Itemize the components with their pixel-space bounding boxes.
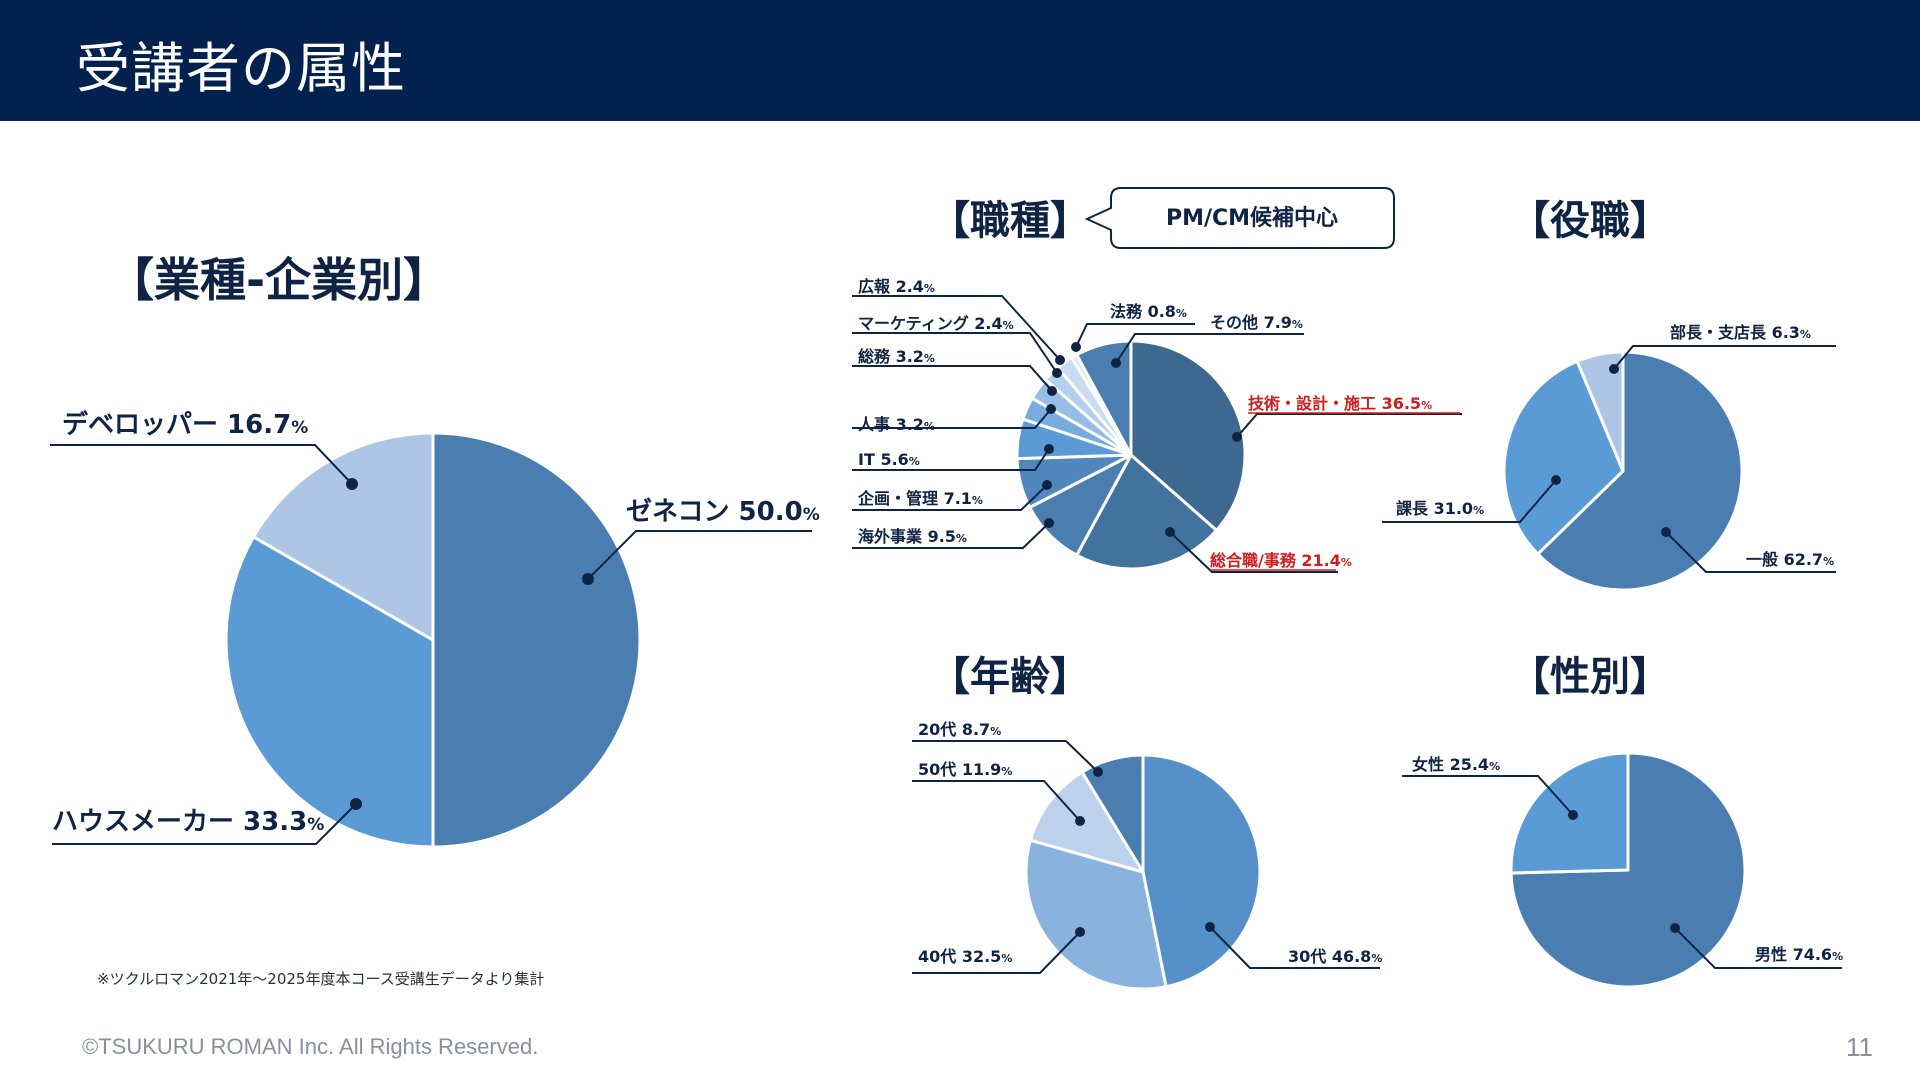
position-chart: 【役職】一般 62.7% 課長 31.0% 部長・支店長 6.3% <box>1382 198 1836 592</box>
position-title: 【役職】 <box>1510 198 1670 244</box>
age-leader-0 <box>1209 926 1380 969</box>
page-number: 11 <box>1846 1032 1873 1062</box>
industry-label-0: ゼネコン 50.0% <box>626 497 820 527</box>
position-label-0: 一般 62.7% <box>1746 550 1834 569</box>
gender-slice-0 <box>1509 751 1747 989</box>
copyright: ©TSUKURU ROMAN Inc. All Rights Reserved. <box>82 1034 539 1059</box>
position-label-1: 課長 31.0% <box>1396 499 1484 518</box>
job-leader-7 <box>852 332 1058 374</box>
age-label-0: 30代 46.8% <box>1288 947 1382 966</box>
age-leader-2 <box>912 780 1081 822</box>
job-leader-dot-6 <box>1047 386 1057 396</box>
industry-label-1: ハウスメーカー 33.3% <box>52 807 324 837</box>
gender-leader-0 <box>1674 927 1842 969</box>
job-leader-5 <box>852 408 1052 429</box>
industry-slice-0 <box>431 431 642 849</box>
position-label-2: 部長・支店長 6.3% <box>1670 323 1811 342</box>
job-label-3: 企画・管理 7.1% <box>857 489 983 508</box>
callout-bubble: PM/CM候補中心 <box>1084 187 1395 249</box>
job-leader-dot-0 <box>1232 432 1242 442</box>
gender-label-0: 男性 74.6% <box>1755 945 1843 964</box>
job-leader-dot-4 <box>1044 444 1054 454</box>
job-slice-1 <box>1075 453 1219 571</box>
job-leader-1 <box>1169 531 1338 573</box>
age-leader-dot-1 <box>1075 927 1085 937</box>
industry-leader-0 <box>587 530 812 580</box>
age-leader-dot-2 <box>1075 816 1085 826</box>
footnote: ※ツクルロマン2021年〜2025年度本コース受講生データより集計 <box>97 970 545 988</box>
job-label-5: 人事 3.2% <box>858 415 935 434</box>
job-leader-dot-1 <box>1165 527 1175 537</box>
gender-leader-dot-0 <box>1670 923 1680 933</box>
gender-label-1: 女性 25.4% <box>1412 755 1500 774</box>
position-leader-0 <box>1665 531 1836 573</box>
industry-chart: 【業種-企業別】ゼネコン 50.0% ハウスメーカー 33.3% デベロッパー 16… <box>50 253 820 849</box>
job-leader-9 <box>1075 323 1195 348</box>
position-leader-dot-0 <box>1661 527 1671 537</box>
job-leader-8 <box>852 295 1061 361</box>
gender-leader-dot-1 <box>1568 810 1578 820</box>
position-leader-2 <box>1613 345 1836 370</box>
job-label-9: 法務 0.8% <box>1110 302 1187 321</box>
position-slice-2 <box>1575 350 1625 473</box>
age-chart: 【年齢】 30代 46.8% 40代 32.5% 50代 11.9% 20代 8.7% <box>912 654 1382 991</box>
age-leader-dot-3 <box>1093 767 1103 777</box>
industry-title: 【業種-企業別】 <box>108 253 449 307</box>
position-leader-dot-2 <box>1609 364 1619 374</box>
age-slice-0 <box>1141 753 1262 989</box>
industry-leader-dot-0 <box>582 573 594 585</box>
position-leader-dot-1 <box>1551 475 1561 485</box>
job-leader-dot-5 <box>1046 404 1056 414</box>
gender-leader-1 <box>1402 775 1574 816</box>
job-label-4: IT 5.6% <box>858 450 920 469</box>
industry-leader-1 <box>52 803 357 845</box>
job-title: 【職種】 <box>930 198 1090 244</box>
age-slice-3 <box>1080 753 1145 874</box>
position-slice-0 <box>1536 350 1744 592</box>
job-leader-3 <box>852 484 1048 511</box>
job-label-8: 広報 2.4% <box>858 277 935 296</box>
job-label-1: 総合職/事務 21.4% <box>1210 551 1352 570</box>
age-label-2: 50代 11.9% <box>918 760 1012 779</box>
job-leader-6 <box>852 365 1053 392</box>
position-leader-1 <box>1382 479 1557 523</box>
industry-leader-2 <box>50 444 353 485</box>
header-bar: 受講者の属性 <box>0 0 1920 121</box>
job-leader-dot-2 <box>1044 518 1054 528</box>
job-slice-0 <box>1129 339 1247 532</box>
job-leader-dot-7 <box>1052 368 1062 378</box>
age-leader-dot-0 <box>1205 922 1215 932</box>
job-leader-dot-8 <box>1055 355 1065 365</box>
industry-slice-1 <box>224 535 435 849</box>
gender-title: 【性別】 <box>1510 654 1670 700</box>
job-label-10: その他 7.9% <box>1210 313 1303 332</box>
industry-label-2: デベロッパー 16.7% <box>62 409 308 440</box>
job-leader-4 <box>852 448 1050 471</box>
job-leader-0 <box>1236 413 1462 438</box>
callout-text: PM/CM候補中心 <box>1166 205 1338 231</box>
callout-shape <box>1084 187 1395 249</box>
job-label-0: 技術・設計・施工 36.5% <box>1248 394 1432 413</box>
age-label-1: 40代 32.5% <box>918 947 1012 966</box>
job-leader-10 <box>1115 333 1304 364</box>
industry-leader-dot-2 <box>346 478 358 490</box>
page-title: 受講者の属性 <box>76 37 406 100</box>
age-leader-1 <box>912 931 1081 974</box>
industry-leader-dot-1 <box>350 798 362 810</box>
job-leader-dot-3 <box>1042 480 1052 490</box>
age-leader-3 <box>912 740 1099 773</box>
job-leader-dot-10 <box>1111 358 1121 368</box>
job-leader-2 <box>852 522 1050 549</box>
age-label-3: 20代 8.7% <box>918 720 1001 739</box>
job-leader-dot-9 <box>1071 342 1081 352</box>
job-label-6: 総務 3.2% <box>858 347 935 366</box>
gender-chart: 【性別】男性 74.6% 女性 25.4% <box>1402 654 1843 989</box>
job-label-7: マーケティング 2.4% <box>858 314 1014 333</box>
job-label-2: 海外事業 9.5% <box>858 527 967 546</box>
job-chart: 【職種】技術・設計・施工 36.5% 総合職/事務 21.4% 海外事業 9.5% 企… <box>852 198 1462 573</box>
age-title: 【年齢】 <box>930 654 1090 700</box>
